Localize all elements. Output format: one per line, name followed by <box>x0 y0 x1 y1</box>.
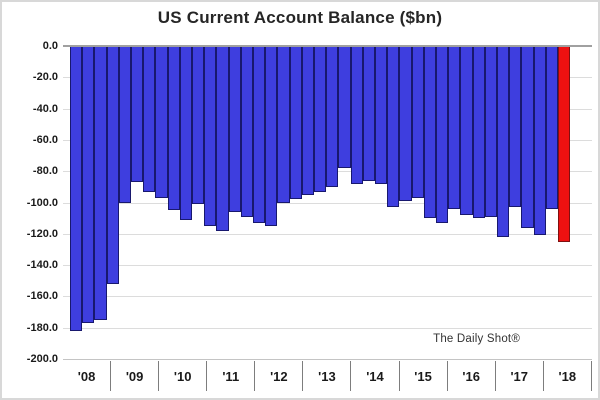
y-axis-label: -200.0 <box>26 353 58 365</box>
bar <box>265 46 278 226</box>
bar <box>387 46 400 208</box>
x-axis-year-cell: '14 <box>351 361 400 391</box>
gridline <box>63 202 592 204</box>
x-axis-year-cell: '12 <box>255 361 304 391</box>
bar <box>448 46 461 209</box>
x-axis-year-cell: '16 <box>448 361 496 391</box>
bar <box>131 46 144 183</box>
x-axis-year-label: '15 <box>414 368 432 384</box>
plot-area: The Daily Shot® <box>63 45 592 360</box>
y-axis-label: -180.0 <box>26 321 58 334</box>
bar <box>82 46 95 323</box>
bar <box>362 46 375 181</box>
bar <box>411 46 424 198</box>
bar <box>204 46 217 226</box>
x-axis-year-label: '09 <box>125 368 144 384</box>
bar <box>350 46 363 184</box>
bar <box>436 46 449 223</box>
x-axis-year-label: '14 <box>366 368 384 384</box>
x-axis-year-cell: '08 <box>63 361 112 391</box>
bar <box>460 46 473 216</box>
chart-title: US Current Account Balance ($bn) <box>157 8 443 27</box>
bar <box>399 46 412 201</box>
x-axis-year-label: '17 <box>510 368 529 384</box>
x-axis-year-label: '10 <box>173 368 192 384</box>
y-axis-label: -40.0 <box>32 102 58 115</box>
bar <box>179 46 192 220</box>
bar <box>216 46 229 231</box>
bar <box>70 46 83 331</box>
x-axis-year-label: '08 <box>77 368 96 384</box>
y-axis-label: -120.0 <box>26 227 58 240</box>
y-axis-label: -20.0 <box>32 71 58 84</box>
x-axis-year-cell: '09 <box>111 361 160 391</box>
y-axis-label: -60.0 <box>32 133 58 146</box>
x-axis-year-cell: '15 <box>400 361 448 391</box>
bar-latest-highlighted <box>558 46 571 242</box>
gridline <box>63 359 592 360</box>
bar <box>472 46 485 219</box>
x-axis-year-label: '11 <box>222 368 240 384</box>
x-axis-year-label: '16 <box>462 368 480 384</box>
x-axis-year-cell: '11 <box>207 361 256 391</box>
bar <box>533 46 546 236</box>
x-axis-year-cell: '17 <box>496 361 544 391</box>
y-axis-label: -140.0 <box>26 259 58 272</box>
x-axis: '08 '09 '10 '11 '12 '13 '14 '15 '16 '17 '18 <box>63 361 592 391</box>
x-axis-year-cell: '18 <box>544 361 592 391</box>
bar <box>301 46 314 195</box>
bar <box>314 46 327 192</box>
bar <box>497 46 510 237</box>
x-axis-year-label: '18 <box>558 368 577 384</box>
x-axis-year-cell: '13 <box>303 361 352 391</box>
bar <box>167 46 180 211</box>
y-axis-label: -160.0 <box>26 290 58 303</box>
bar <box>521 46 534 228</box>
gridline <box>63 265 592 267</box>
bar <box>253 46 266 223</box>
x-axis-year-cell: '10 <box>159 361 208 391</box>
watermark-daily-shot: The Daily Shot® <box>433 333 520 345</box>
bar <box>289 46 302 200</box>
gridline <box>63 233 592 235</box>
bar <box>118 46 131 203</box>
bar <box>94 46 107 320</box>
gridline <box>63 327 592 329</box>
zero-axis-line <box>63 45 592 47</box>
y-axis-label: 0.0 <box>42 40 58 52</box>
bar <box>228 46 241 212</box>
y-axis-label: -80.0 <box>32 165 58 178</box>
bar <box>277 46 290 203</box>
bar <box>106 46 119 284</box>
bar <box>375 46 388 184</box>
x-axis-year-label: '13 <box>318 368 336 384</box>
bar <box>423 46 436 219</box>
bar <box>484 46 497 217</box>
bar <box>545 46 558 209</box>
bar <box>192 46 205 205</box>
gridline <box>63 296 592 298</box>
bar <box>338 46 351 169</box>
bar <box>143 46 156 192</box>
x-axis-year-label: '12 <box>270 368 288 384</box>
bar <box>155 46 168 198</box>
bar <box>326 46 339 187</box>
bar <box>240 46 253 217</box>
y-axis-label: -100.0 <box>26 196 58 209</box>
bar <box>509 46 522 208</box>
